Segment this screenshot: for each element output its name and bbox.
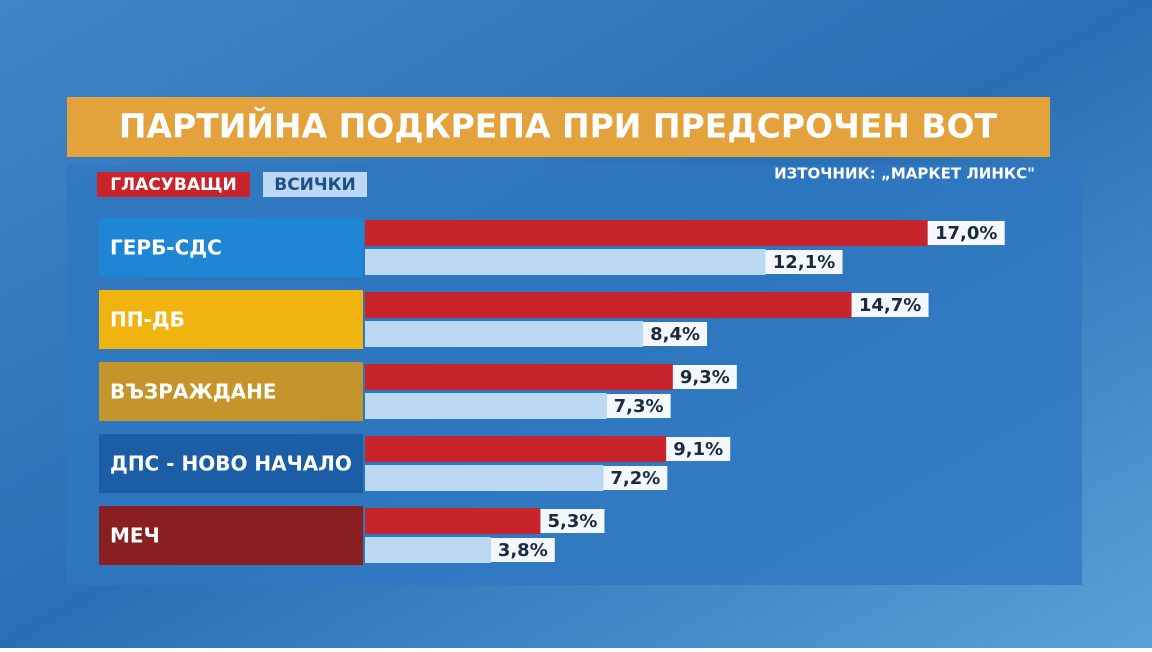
- category-box: [99, 218, 363, 277]
- bar: [365, 393, 607, 419]
- value-label-box: [851, 293, 929, 317]
- legend-swatch: [263, 172, 367, 197]
- bar: [365, 465, 604, 491]
- source: ИЗТОЧНИК: „МАРКЕТ ЛИНКС": [774, 165, 1035, 183]
- legend-swatch: [97, 172, 250, 197]
- category-box: [99, 362, 363, 421]
- bar: [365, 537, 491, 563]
- bar: [365, 249, 766, 275]
- value-label-box: [490, 538, 555, 562]
- title-banner: [67, 97, 1050, 157]
- category-label: ПП-ДБ: [110, 308, 185, 332]
- value-label: 7,3%: [614, 396, 664, 417]
- value-label: 3,8%: [498, 540, 548, 561]
- bar: [365, 364, 673, 390]
- bar: [365, 220, 928, 246]
- value-label: 17,0%: [935, 223, 997, 244]
- bar: [365, 292, 852, 318]
- category-box: [99, 290, 363, 349]
- legend-label: ВСИЧКИ: [274, 175, 356, 195]
- bar: [365, 436, 667, 462]
- category-label: ДПС - НОВО НАЧАЛО: [110, 452, 352, 476]
- legend-label: ГЛАСУВАЩИ: [110, 175, 237, 195]
- value-label-box: [540, 509, 605, 533]
- value-label: 9,3%: [680, 367, 730, 388]
- value-label-box: [606, 394, 671, 418]
- value-label: 8,4%: [650, 324, 700, 345]
- value-label-box: [672, 365, 737, 389]
- chart-title: ПАРТИЙНА ПОДКРЕПА ПРИ ПРЕДСРОЧЕН ВОТ: [119, 106, 998, 146]
- bar: [365, 321, 644, 347]
- bar: [365, 508, 541, 534]
- category-label: ВЪЗРАЖДАНЕ: [110, 380, 277, 404]
- value-label: 14,7%: [859, 295, 921, 316]
- value-label: 7,2%: [610, 468, 660, 489]
- category-box: [99, 434, 363, 493]
- category-label: ГЕРБ-СДС: [110, 236, 222, 260]
- category-box: [99, 506, 363, 565]
- category-label: МЕЧ: [110, 524, 160, 548]
- value-label-box: [927, 221, 1005, 245]
- value-label-box: [765, 250, 843, 274]
- value-label: 12,1%: [773, 252, 835, 273]
- value-label: 5,3%: [547, 511, 597, 532]
- value-label-box: [666, 437, 731, 461]
- value-label-box: [603, 466, 668, 490]
- value-label: 9,1%: [673, 439, 723, 460]
- value-label-box: [643, 322, 708, 346]
